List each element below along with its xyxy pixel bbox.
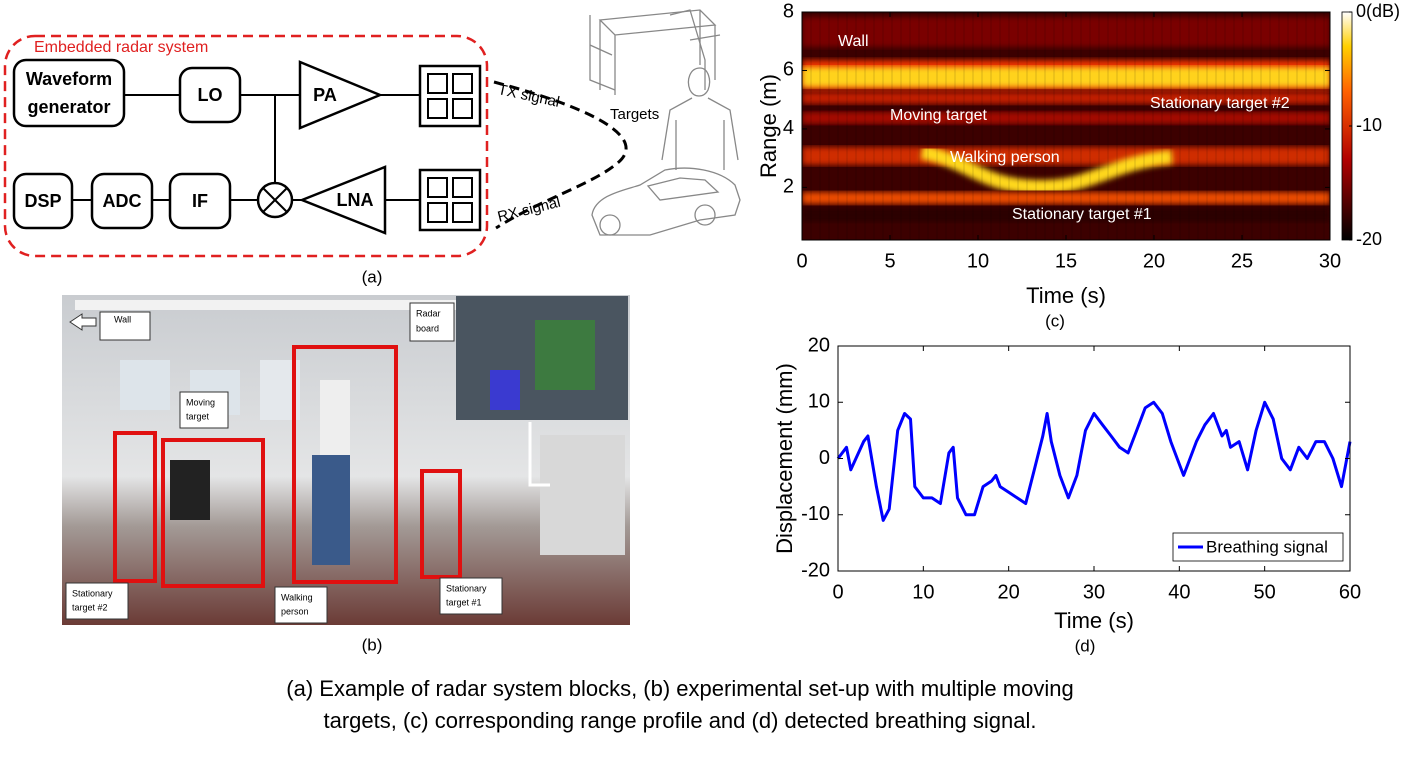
- annotation: Walking person: [950, 149, 1060, 166]
- heat-band: [802, 208, 1330, 222]
- photo-tag: target: [186, 411, 210, 421]
- x-tick-label: 20: [1143, 250, 1165, 272]
- x-tick-label: 10: [912, 581, 934, 603]
- x-axis-title: Time (s): [1054, 608, 1134, 633]
- y-tick-label: 2: [783, 176, 794, 198]
- colorbar-tick-label: -10: [1356, 115, 1382, 135]
- block: [12, 58, 126, 128]
- x-tick-label: 0: [796, 250, 807, 272]
- panel-c-annotations: Wall Moving target Stationary target #2 …: [838, 33, 1290, 223]
- amplifier: [298, 60, 384, 130]
- annotation: Stationary target #1: [1012, 206, 1152, 223]
- target-box: [292, 345, 398, 584]
- x-tick-label: 5: [884, 250, 895, 272]
- antenna: [418, 64, 482, 128]
- colorbar-tick-label: -20: [1356, 229, 1382, 249]
- x-axis-title: Time (s): [1026, 283, 1106, 308]
- photo-tag: Radar: [416, 308, 441, 318]
- heat-band: [920, 145, 1173, 195]
- heat-band: [802, 192, 1330, 204]
- system-boundary: [3, 34, 489, 258]
- block: [178, 66, 242, 124]
- y-axis-title: Displacement (mm): [772, 363, 797, 554]
- y-tick-label: 10: [808, 391, 830, 413]
- antenna: [418, 168, 482, 232]
- heatmap: [802, 12, 1330, 240]
- signal-label: TX signal: [496, 81, 561, 111]
- annotation: Wall: [838, 33, 869, 50]
- heat-band: [802, 92, 1330, 104]
- x-tick-label: 40: [1168, 581, 1190, 603]
- x-tick-label: 15: [1055, 250, 1077, 272]
- y-tick-label: 8: [783, 0, 794, 22]
- signal-label: RX signal: [496, 194, 562, 226]
- x-tick-label: 10: [967, 250, 989, 272]
- panel-label: (d): [1075, 636, 1096, 655]
- caption: targets, (c) corresponding range profile…: [324, 708, 1037, 733]
- block-label: IF: [192, 191, 208, 211]
- colorbar-tick-label: 0(dB): [1356, 1, 1400, 21]
- system-label: Embedded radar system: [34, 39, 208, 56]
- targets-label: Targets: [610, 106, 659, 123]
- y-tick-label: 6: [783, 59, 794, 81]
- x-tick-label: 20: [998, 581, 1020, 603]
- sketch-car: [591, 167, 741, 236]
- photo-tag: person: [281, 606, 309, 616]
- legend-label: Breathing signal: [1206, 537, 1328, 556]
- panel-label: (b): [362, 635, 383, 654]
- photo-tag: board: [416, 323, 439, 333]
- photo-tag: Stationary: [72, 588, 113, 598]
- x-tick-label: 0: [832, 581, 843, 603]
- annotation: Moving target: [890, 107, 987, 124]
- photo-tag: Moving: [186, 397, 215, 407]
- panel-label: (c): [1045, 311, 1065, 330]
- block-label: LNA: [337, 190, 374, 210]
- heat-band: [802, 112, 1330, 124]
- y-tick-label: 4: [783, 117, 794, 139]
- photo-tag: target #1: [446, 597, 482, 607]
- annotation: Stationary target #2: [1150, 95, 1290, 112]
- target-box: [161, 438, 265, 588]
- block-label: DSP: [24, 191, 61, 211]
- block-label: Waveform: [26, 69, 112, 89]
- block: [12, 172, 74, 230]
- x-tick-label: 60: [1339, 581, 1361, 603]
- y-tick-label: 0: [819, 447, 830, 469]
- data-line: [836, 400, 1352, 522]
- photo-tag: Wall: [114, 314, 131, 324]
- sketch-table: [589, 9, 721, 95]
- x-tick-label: 30: [1319, 250, 1341, 272]
- block-label: ADC: [103, 191, 142, 211]
- y-tick-label: 20: [808, 334, 830, 356]
- block-label: PA: [313, 85, 337, 105]
- amplifier: [298, 165, 387, 235]
- block: [90, 172, 154, 230]
- target-box: [113, 431, 157, 583]
- y-tick-label: -10: [801, 503, 830, 525]
- block-label: generator: [27, 97, 110, 117]
- target-box: [420, 469, 462, 579]
- x-tick-label: 50: [1254, 581, 1276, 603]
- y-axis-title: Range (m): [756, 74, 781, 178]
- heat-band: [802, 17, 1330, 47]
- sketch-person: [661, 67, 739, 170]
- panel-label: (a): [362, 267, 383, 286]
- block: [168, 172, 232, 230]
- heat-band: [802, 147, 1330, 165]
- panel-a: Embedded radar system Waveform generator…: [3, 9, 741, 286]
- signal-path: [493, 80, 628, 230]
- caption: (a) Example of radar system blocks, (b) …: [286, 676, 1073, 701]
- photo-tag: Stationary: [446, 583, 487, 593]
- x-tick-label: 30: [1083, 581, 1105, 603]
- heat-band: [802, 67, 1330, 87]
- photo-tag: Walking: [281, 592, 313, 602]
- block-label: LO: [198, 85, 223, 105]
- x-tick-label: 25: [1231, 250, 1253, 272]
- photo-tag: target #2: [72, 602, 108, 612]
- panel-b: Wall Radar board Moving target Stationar…: [62, 295, 630, 654]
- y-tick-label: -20: [801, 559, 830, 581]
